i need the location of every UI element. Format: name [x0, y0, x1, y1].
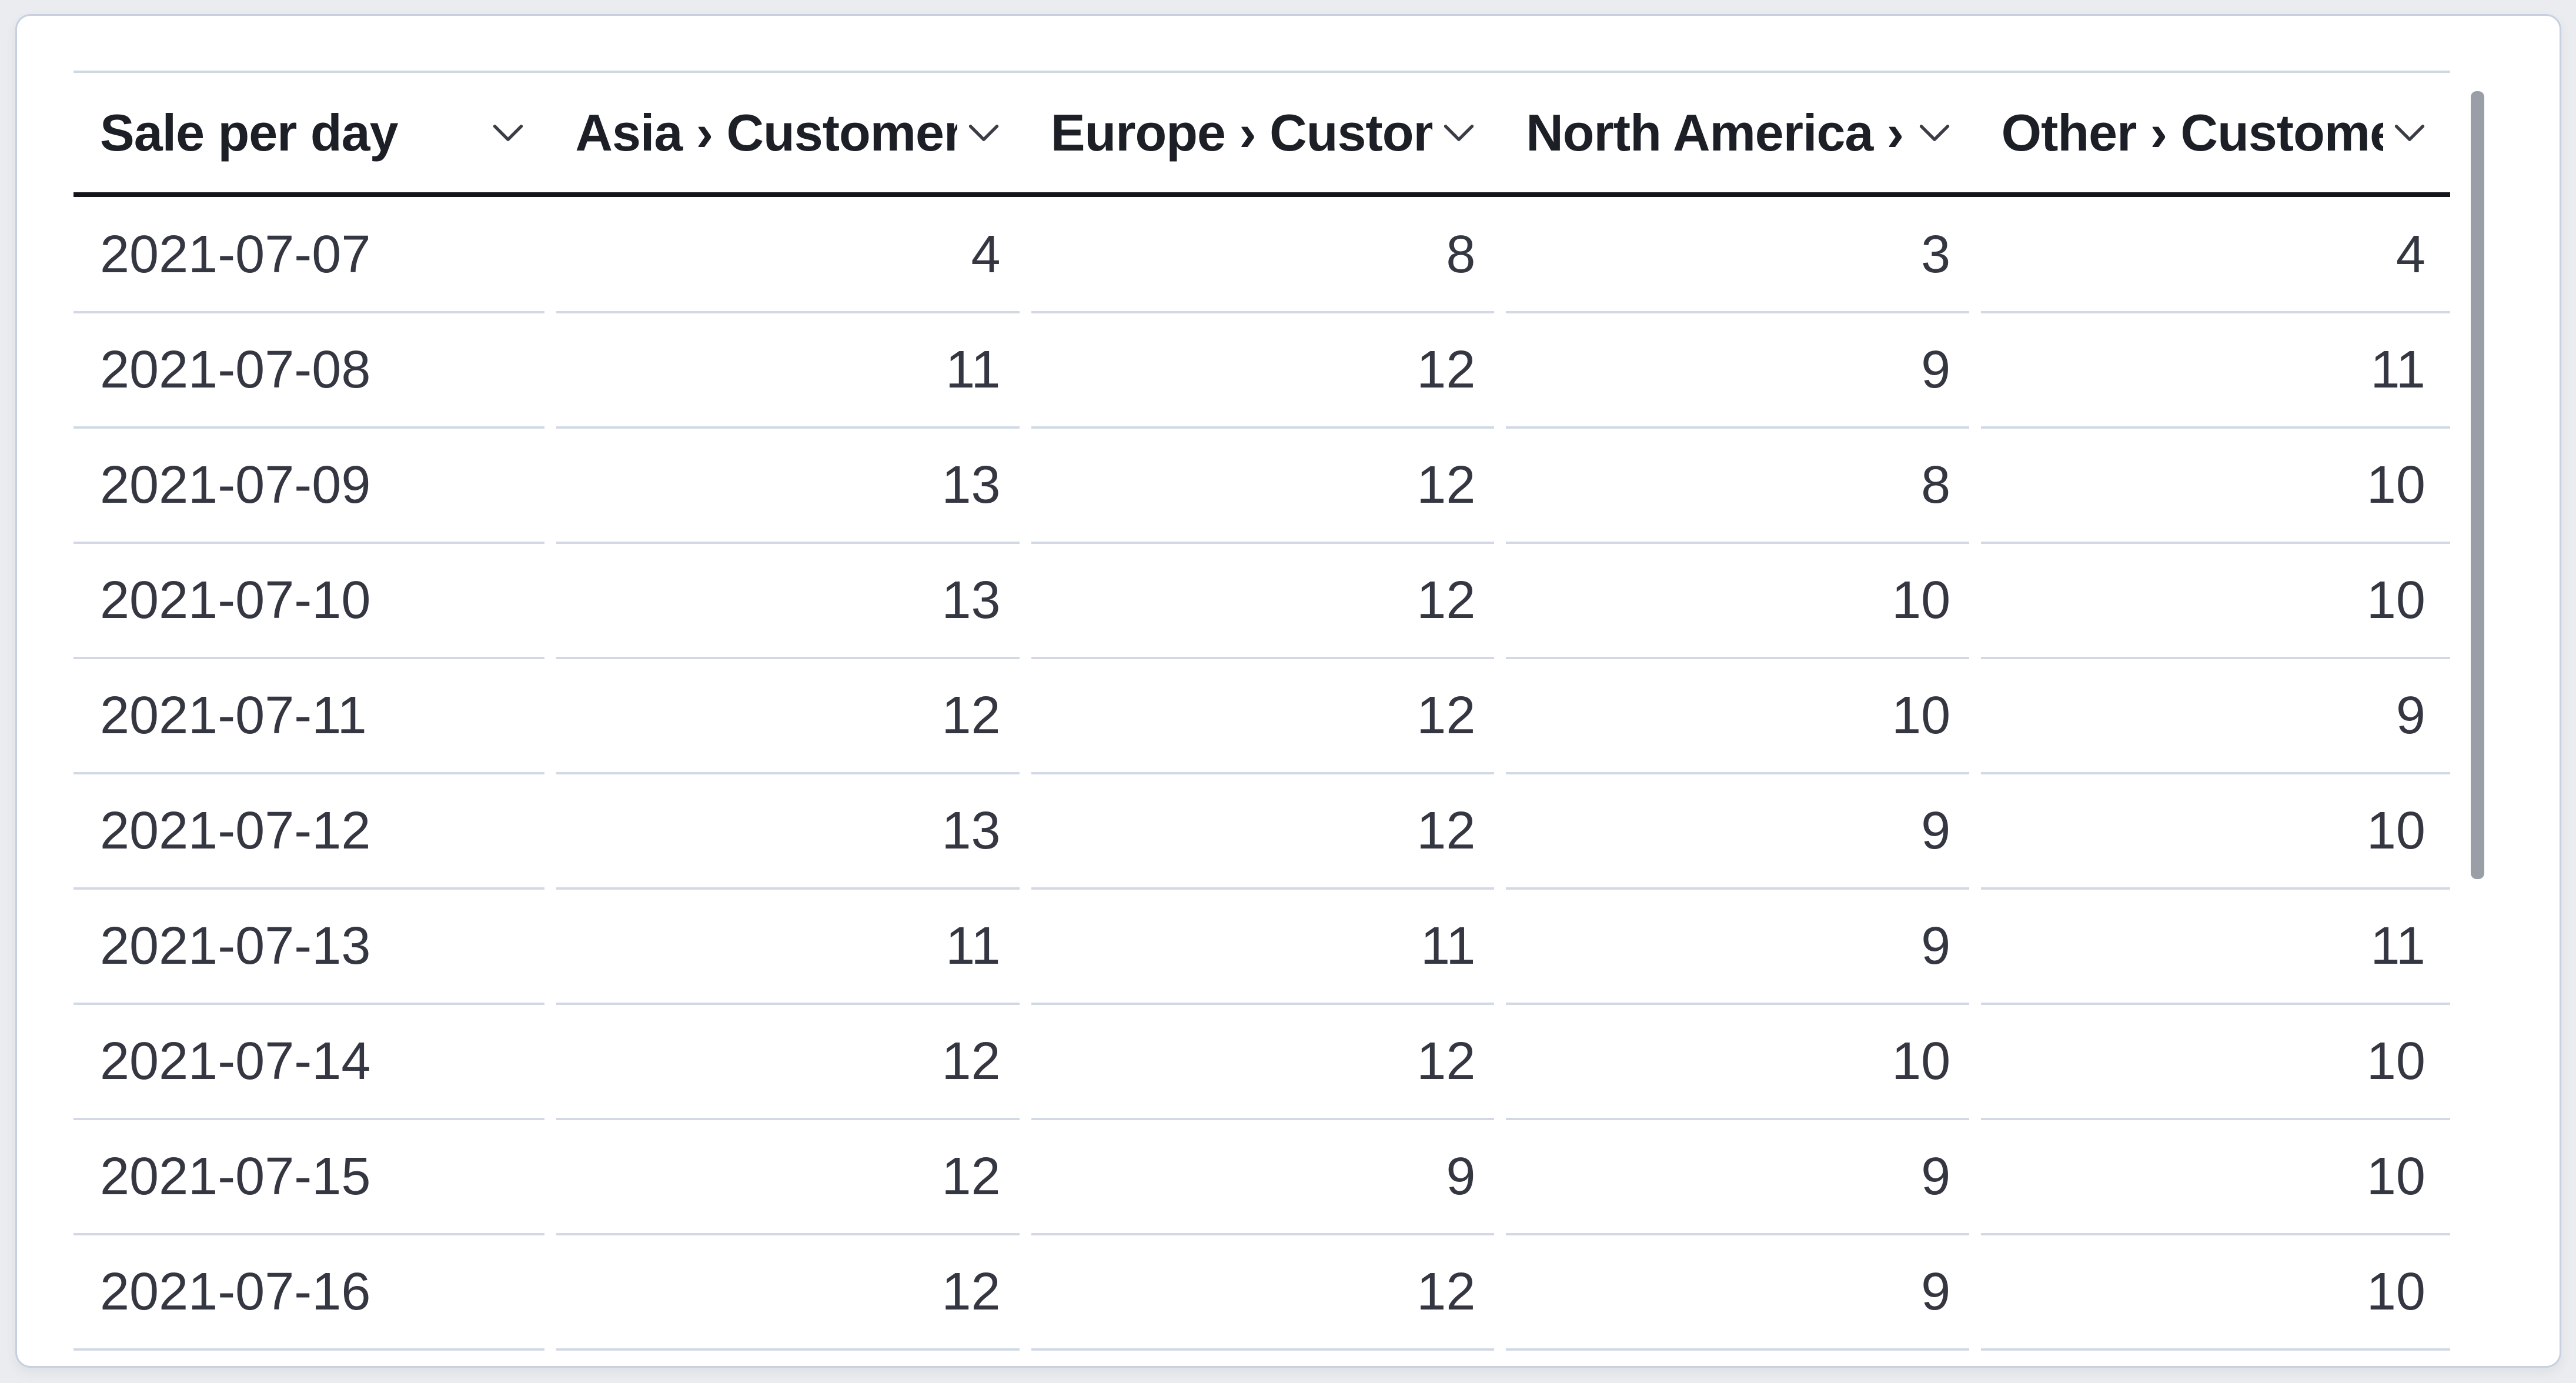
table-row: 2021-07-13 11 11 9 11 — [73, 888, 2450, 1005]
cell-value: 10 — [1975, 773, 2450, 890]
table-row: 2021-07-14 12 12 10 10 — [73, 1004, 2450, 1120]
table-row: 2021-07-12 13 12 9 10 — [73, 773, 2450, 890]
cell-value: 12 — [550, 1234, 1025, 1351]
vertical-scrollbar-thumb[interactable] — [2471, 91, 2484, 879]
cell-value: 12 — [1025, 1234, 1501, 1351]
cell-value: 12 — [550, 658, 1025, 774]
column-header-label: Sale per day — [100, 103, 398, 162]
cell-value: 12 — [550, 1004, 1025, 1120]
column-header-other-customers[interactable]: Other › Custome — [1975, 73, 2450, 192]
cell-value: 9 — [1500, 888, 1975, 1005]
grid-header-row: Sale per day Asia › Customers Europe › C… — [73, 73, 2450, 197]
cell-value: 9 — [1500, 1119, 1975, 1235]
table-row: 2021-07-15 12 9 9 10 — [73, 1119, 2450, 1235]
cell-value: 10 — [1500, 1004, 1975, 1120]
column-header-asia-customers[interactable]: Asia › Customers — [549, 73, 1024, 192]
cell-value: 11 — [550, 312, 1025, 429]
column-header-north-america-customers[interactable]: North America › — [1499, 73, 1974, 192]
cell-value: 10 — [1975, 1119, 2450, 1235]
table-card: Sale per day Asia › Customers Europe › C… — [15, 14, 2561, 1368]
cell-value: 12 — [1025, 427, 1501, 544]
cell-value: 12 — [1025, 543, 1501, 659]
cell-value: 10 — [1500, 543, 1975, 659]
cell-value: 10 — [1975, 1234, 2450, 1351]
cell-value: 13 — [550, 427, 1025, 544]
column-header-europe-customers[interactable]: Europe › Custom — [1024, 73, 1499, 192]
cell-date: 2021-07-08 — [73, 312, 550, 429]
table-row: 2021-07-11 12 12 10 9 — [73, 658, 2450, 774]
table-row: 2021-07-10 13 12 10 10 — [73, 543, 2450, 659]
cell-date: 2021-07-12 — [73, 773, 550, 890]
cell-date: 2021-07-16 — [73, 1234, 550, 1351]
cell-value: 8 — [1500, 427, 1975, 544]
chevron-down-icon[interactable] — [957, 123, 1000, 143]
chevron-down-icon[interactable] — [2383, 123, 2425, 143]
cell-date: 2021-07-14 — [73, 1004, 550, 1120]
chevron-down-icon[interactable] — [1908, 123, 1950, 143]
cell-value: 12 — [1025, 1004, 1501, 1120]
cell-value: 10 — [1500, 658, 1975, 774]
data-grid: Sale per day Asia › Customers Europe › C… — [73, 71, 2450, 1351]
cell-date: 2021-07-07 — [73, 197, 550, 313]
table-row: 2021-07-16 12 12 9 10 — [73, 1234, 2450, 1351]
cell-value: 12 — [550, 1119, 1025, 1235]
cell-value: 4 — [550, 197, 1025, 313]
chevron-down-icon[interactable] — [482, 123, 524, 143]
column-header-sale-per-day[interactable]: Sale per day — [73, 73, 549, 192]
cell-date: 2021-07-11 — [73, 658, 550, 774]
cell-value: 13 — [550, 543, 1025, 659]
cell-value: 12 — [1025, 773, 1501, 890]
cell-date: 2021-07-09 — [73, 427, 550, 544]
column-header-label: North America › — [1526, 103, 1904, 162]
cell-value: 12 — [1025, 312, 1501, 429]
cell-value: 11 — [1975, 888, 2450, 1005]
cell-value: 9 — [1500, 773, 1975, 890]
cell-value: 13 — [550, 773, 1025, 890]
cell-value: 9 — [1025, 1119, 1501, 1235]
column-header-label: Europe › Custom — [1050, 103, 1433, 162]
cell-value: 10 — [1975, 427, 2450, 544]
cell-value: 3 — [1500, 197, 1975, 313]
table-row: 2021-07-07 4 8 3 4 — [73, 197, 2450, 313]
cell-date: 2021-07-15 — [73, 1119, 550, 1235]
cell-value: 8 — [1025, 197, 1501, 313]
cell-value: 4 — [1975, 197, 2450, 313]
grid-body: 2021-07-07 4 8 3 4 2021-07-08 11 12 9 11 2021-07-0… — [73, 197, 2450, 1351]
cell-value: 11 — [1975, 312, 2450, 429]
chevron-down-icon[interactable] — [1432, 123, 1475, 143]
cell-value: 11 — [550, 888, 1025, 1005]
cell-value: 11 — [1025, 888, 1501, 1005]
table-row: 2021-07-08 11 12 9 11 — [73, 312, 2450, 429]
column-header-label: Other › Custome — [2001, 103, 2384, 162]
cell-date: 2021-07-10 — [73, 543, 550, 659]
cell-value: 9 — [1500, 312, 1975, 429]
cell-value: 12 — [1025, 658, 1501, 774]
cell-value: 9 — [1975, 658, 2450, 774]
cell-value: 10 — [1975, 1004, 2450, 1120]
cell-date: 2021-07-13 — [73, 888, 550, 1005]
cell-value: 9 — [1500, 1234, 1975, 1351]
table-row: 2021-07-09 13 12 8 10 — [73, 427, 2450, 544]
column-header-label: Asia › Customers — [575, 103, 957, 162]
cell-value: 10 — [1975, 543, 2450, 659]
